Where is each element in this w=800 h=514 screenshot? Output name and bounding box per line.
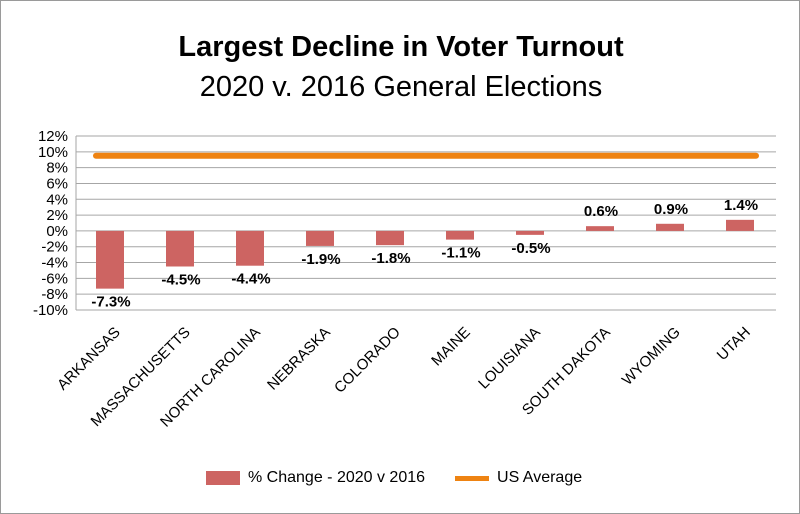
y-tick-label: 2% — [46, 207, 68, 224]
data-label: -1.1% — [441, 245, 480, 262]
category-label: ARKANSAS — [54, 324, 124, 394]
data-label: -1.8% — [371, 250, 410, 267]
y-tick-label: -10% — [33, 302, 68, 319]
category-label: WYOMING — [619, 324, 684, 389]
data-label: 0.6% — [584, 203, 618, 220]
bar — [726, 219, 754, 231]
data-label: -4.4% — [231, 271, 270, 288]
bar — [446, 230, 474, 240]
data-label: -4.5% — [161, 272, 200, 289]
y-tick-label: -8% — [41, 286, 68, 303]
category-label: LOUISIANA — [475, 324, 544, 393]
bar — [586, 226, 614, 231]
y-tick-label: 8% — [46, 160, 68, 177]
bar — [376, 230, 404, 246]
bar — [236, 230, 264, 266]
legend: % Change - 2020 v 2016 US Average — [206, 469, 582, 487]
legend-label-average: US Average — [497, 469, 583, 486]
legend-label-change: % Change - 2020 v 2016 — [248, 469, 426, 486]
category-label: MAINE — [428, 324, 474, 370]
category-label: UTAH — [714, 324, 754, 364]
y-tick-label: 12% — [38, 128, 68, 145]
bar — [96, 230, 124, 289]
bar — [516, 230, 544, 235]
data-label: 1.4% — [724, 197, 758, 214]
data-label: 0.9% — [654, 201, 688, 218]
data-label: -1.9% — [301, 251, 340, 268]
data-label: -0.5% — [511, 240, 550, 257]
data-label: -7.3% — [91, 294, 130, 311]
y-tick-label: 0% — [46, 223, 68, 240]
bar — [656, 223, 684, 231]
y-tick-label: 4% — [46, 191, 68, 208]
legend-swatch-bar — [206, 471, 240, 485]
y-tick-label: 6% — [46, 175, 68, 192]
category-label: NEBRASKA — [264, 324, 334, 394]
chart-subtitle: 2020 v. 2016 General Elections — [199, 71, 603, 103]
y-tick-label: -2% — [41, 239, 68, 256]
legend-swatch-line — [455, 475, 490, 481]
bar — [306, 230, 334, 246]
y-tick-label: 10% — [38, 144, 68, 161]
chart-title: Largest Decline in Voter Turnout — [178, 31, 624, 63]
bar — [166, 230, 194, 267]
category-label: COLORADO — [331, 324, 404, 397]
y-tick-label: -6% — [41, 270, 68, 287]
y-tick-label: -4% — [41, 255, 68, 272]
